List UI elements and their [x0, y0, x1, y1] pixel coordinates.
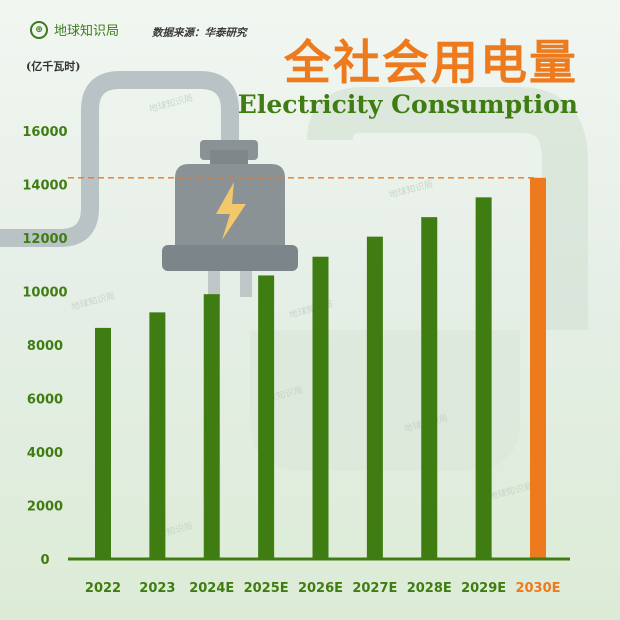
x-tick-label: 2030E: [515, 581, 560, 596]
y-tick-label: 8000: [27, 339, 63, 354]
cable-icon: [0, 71, 239, 247]
watermark-text: 地球知识局: [388, 178, 435, 201]
x-tick-label: 2027E: [352, 581, 397, 596]
y-tick-label: 4000: [27, 446, 63, 461]
y-tick-label: 10000: [22, 286, 67, 301]
brand-name: 地球知识局: [54, 24, 120, 39]
unit-label: (亿千瓦时): [26, 60, 81, 73]
chart-subtitle: Electricity Consumption: [237, 90, 578, 119]
background-plug-silhouette: [307, 87, 588, 330]
bar-2023: [149, 312, 166, 559]
bar-2027E: [366, 236, 383, 559]
y-axis: 0 2000 4000 6000 8000 10000 12000 14000 16000: [22, 125, 67, 568]
watermark-text: 地球知识局: [70, 290, 117, 313]
watermarks: 地球知识局地球知识局地球知识局地球知识局地球知识局地球知识局地球知识局地球知识局: [70, 92, 535, 543]
bar-2030E: [530, 177, 546, 559]
bar-2028E: [421, 217, 438, 559]
bar-2022: [95, 327, 111, 559]
y-tick-label: 16000: [22, 125, 67, 140]
y-tick-label: 12000: [22, 232, 67, 247]
lightning-bolt-icon: [216, 182, 246, 240]
x-tick-label: 2029E: [461, 581, 506, 596]
y-tick-label: 6000: [27, 393, 63, 408]
x-axis: 2022 2023 2024E 2025E 2026E 2027E 2028E 2029E 20…: [85, 581, 561, 596]
chart-title: 全社会用电量: [284, 36, 578, 91]
watermark-text: 地球知识局: [488, 480, 535, 503]
bar-2026E: [312, 256, 329, 559]
x-tick-label: 2023: [139, 581, 175, 596]
y-tick-label: 0: [40, 553, 49, 568]
bar-2025E: [258, 275, 275, 559]
y-tick-label: 14000: [22, 179, 67, 194]
plug-icon: [162, 140, 298, 297]
x-tick-label: 2022: [85, 581, 121, 596]
globe-logo-icon: ⊕: [30, 20, 48, 39]
x-tick-label: 2025E: [244, 581, 289, 596]
x-tick-label: 2026E: [298, 581, 343, 596]
y-tick-label: 2000: [27, 500, 63, 515]
brand: ⊕ 地球知识局: [30, 20, 119, 39]
bar-2024E: [203, 294, 220, 559]
bar-2029E: [475, 197, 492, 559]
data-source: 数据来源：华泰研究: [152, 27, 247, 39]
x-tick-label: 2024E: [189, 581, 234, 596]
watermark-text: 地球知识局: [148, 92, 195, 115]
bars: [95, 177, 546, 559]
x-tick-label: 2028E: [407, 581, 452, 596]
